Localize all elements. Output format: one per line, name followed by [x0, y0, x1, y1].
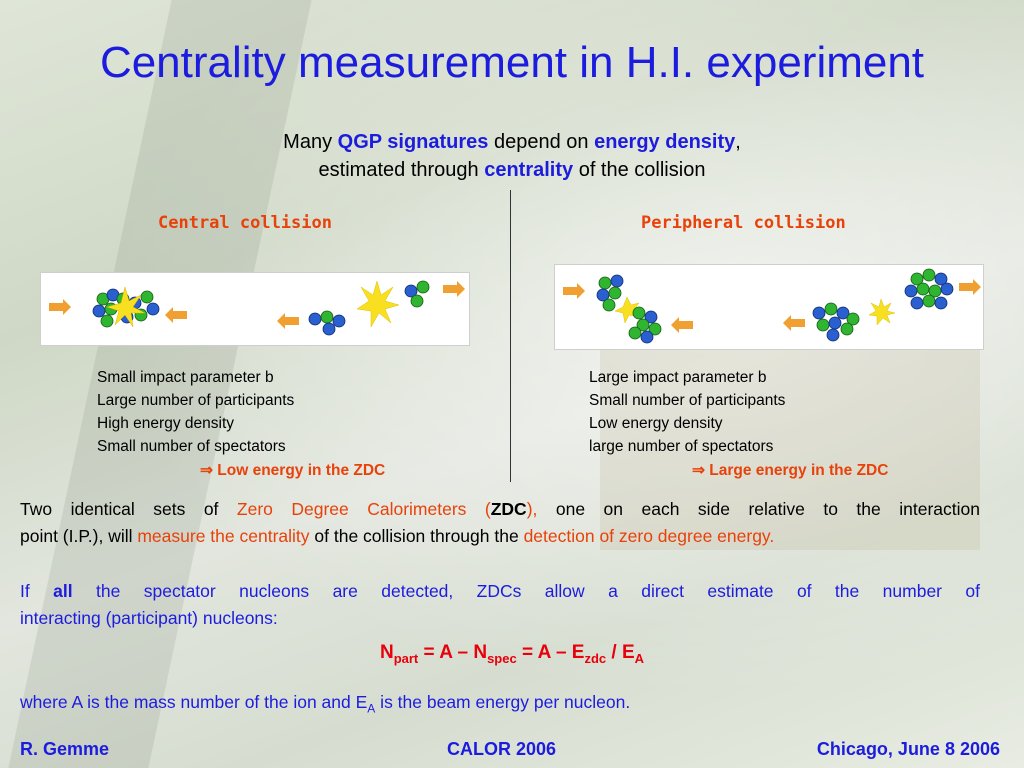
- arrow-right-icon: [959, 279, 981, 295]
- list-item: large number of spectators: [589, 438, 774, 455]
- background-detector: [600, 330, 980, 550]
- arrow-left-icon: [277, 313, 299, 329]
- grazing-nuclei: [596, 274, 662, 344]
- list-item: Small number of spectators: [97, 438, 286, 455]
- zdc-description-line-1: Two identical sets of Zero Degree Calori…: [20, 499, 980, 519]
- list-item: Low energy density: [589, 415, 723, 432]
- peripheral-conclusion: ⇒ Large energy in the ZDC: [692, 462, 889, 479]
- spectator-paragraph-line-1: If all the spectator nucleons are detect…: [20, 581, 980, 601]
- central-collision-heading: Central collision: [158, 213, 332, 233]
- arrow-left-icon: [671, 317, 693, 333]
- list-item: High energy density: [97, 415, 234, 432]
- flash-icon: [868, 298, 896, 326]
- spectator-paragraph: If all the spectator nucleons are detect…: [20, 578, 980, 632]
- zdc-description-line-2: point (I.P.), will measure the centralit…: [20, 526, 775, 546]
- peripheral-collision-heading: Peripheral collision: [641, 213, 846, 233]
- peripheral-collision-illustration: [554, 264, 984, 350]
- npart-formula: Npart = A – Nspec = A – Ezdc / EA: [379, 642, 645, 666]
- central-properties-list: Small impact parameter b Large number of…: [97, 366, 294, 458]
- column-divider: [510, 190, 511, 482]
- central-collision-diagram: [49, 280, 465, 336]
- slide-title: Centrality measurement in H.I. experimen…: [99, 38, 925, 87]
- mass-number-note: where A is the mass number of the ion an…: [20, 692, 631, 716]
- footer-conference: CALOR 2006: [447, 739, 557, 759]
- arrow-left-icon: [783, 315, 805, 331]
- spectator-nucleons-left: [308, 310, 346, 336]
- subtitle-line-2: estimated through centrality of the coll…: [318, 159, 706, 181]
- arrow-left-icon: [165, 307, 187, 323]
- arrow-right-icon: [563, 283, 585, 299]
- list-item: Small impact parameter b: [97, 369, 274, 386]
- footer-author: R. Gemme: [20, 739, 110, 759]
- list-item: Large impact parameter b: [589, 369, 767, 386]
- fused-nucleus-cluster: [92, 286, 160, 328]
- flash-icon: [356, 280, 400, 328]
- peripheral-properties-list: Large impact parameter b Small number of…: [589, 366, 785, 458]
- spectator-nucleons-right: [404, 280, 430, 308]
- peripheral-collision-diagram: [563, 268, 981, 344]
- zdc-description: Two identical sets of Zero Degree Calori…: [20, 496, 980, 550]
- central-collision-illustration: [40, 272, 470, 346]
- spectator-cluster-right: [904, 268, 954, 310]
- arrow-right-icon: [443, 281, 465, 297]
- arrow-right-icon: [49, 299, 71, 315]
- list-item: Small number of participants: [589, 392, 786, 409]
- spectator-paragraph-line-2: interacting (participant) nucleons:: [20, 608, 278, 628]
- subtitle-line-1: Many QGP signatures depend on energy den…: [283, 131, 741, 153]
- central-conclusion: ⇒ Low energy in the ZDC: [200, 462, 386, 479]
- footer-place-date: Chicago, June 8 2006: [816, 739, 1000, 759]
- list-item: Large number of participants: [97, 392, 295, 409]
- spectator-cluster-left: [812, 302, 860, 342]
